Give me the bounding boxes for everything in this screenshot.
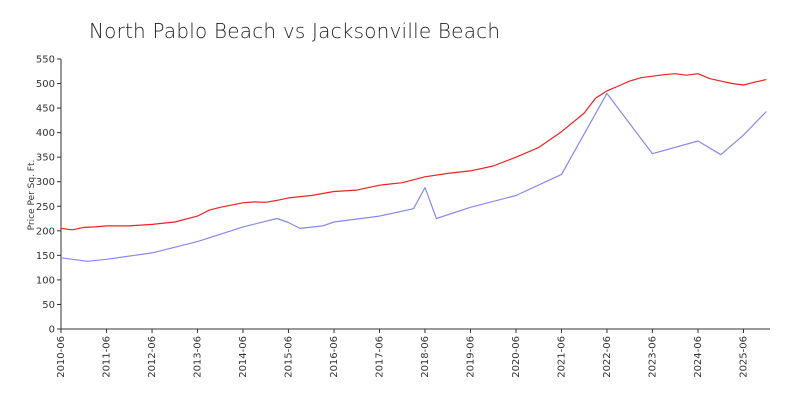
y-tick-label: 300 (36, 177, 55, 188)
x-tick-label: 2023-06 (647, 336, 658, 378)
x-tick-label: 2013-06 (193, 336, 204, 378)
x-tick-label: 2021-06 (556, 336, 567, 378)
series-line-1 (60, 73, 767, 231)
chart-title: North Pablo Beach vs Jacksonville Beach (89, 19, 500, 43)
y-tick-label: 350 (36, 153, 55, 164)
y-tick-label: 250 (36, 202, 55, 213)
x-tick-label: 2015-06 (283, 336, 294, 378)
y-tick-label: 100 (36, 275, 55, 286)
x-tick-label: 2022-06 (602, 336, 613, 378)
x-tick-label: 2012-06 (147, 336, 158, 378)
y-tick-label: 200 (36, 226, 55, 237)
x-tick-label: 2025-06 (738, 336, 749, 378)
y-tick-label: 0 (49, 325, 55, 336)
axes (57, 58, 770, 333)
y-tick-label: 500 (36, 79, 55, 90)
series-group (60, 73, 767, 262)
x-tick-label: 2018-06 (420, 336, 431, 378)
y-tick-label: 550 (36, 55, 55, 66)
y-tick-label: 50 (42, 300, 55, 311)
x-tick-label: 2011-06 (101, 336, 112, 378)
y-tick-label: 450 (36, 104, 55, 115)
y-tick-label: 400 (36, 128, 55, 139)
x-tick-label: 2020-06 (511, 336, 522, 378)
x-tick-label: 2014-06 (238, 336, 249, 378)
x-tick-label: 2024-06 (693, 336, 704, 378)
x-tick-label: 2010-06 (56, 336, 67, 378)
x-tick-label: 2016-06 (329, 336, 340, 378)
series-line-2 (60, 92, 767, 262)
x-tick-label: 2019-06 (465, 336, 476, 378)
tick-labels: 0 50 100 150 200 250 300 350 400 450 500 550 2010-06… (36, 55, 750, 378)
y-tick-label: 150 (36, 251, 55, 262)
x-tick-label: 2017-06 (375, 336, 386, 378)
y-axis-label: Price Per Sq. Ft. (27, 160, 37, 231)
